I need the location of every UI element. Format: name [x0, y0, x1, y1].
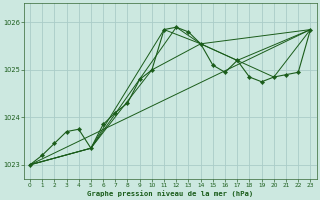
X-axis label: Graphe pression niveau de la mer (hPa): Graphe pression niveau de la mer (hPa)	[87, 190, 253, 197]
